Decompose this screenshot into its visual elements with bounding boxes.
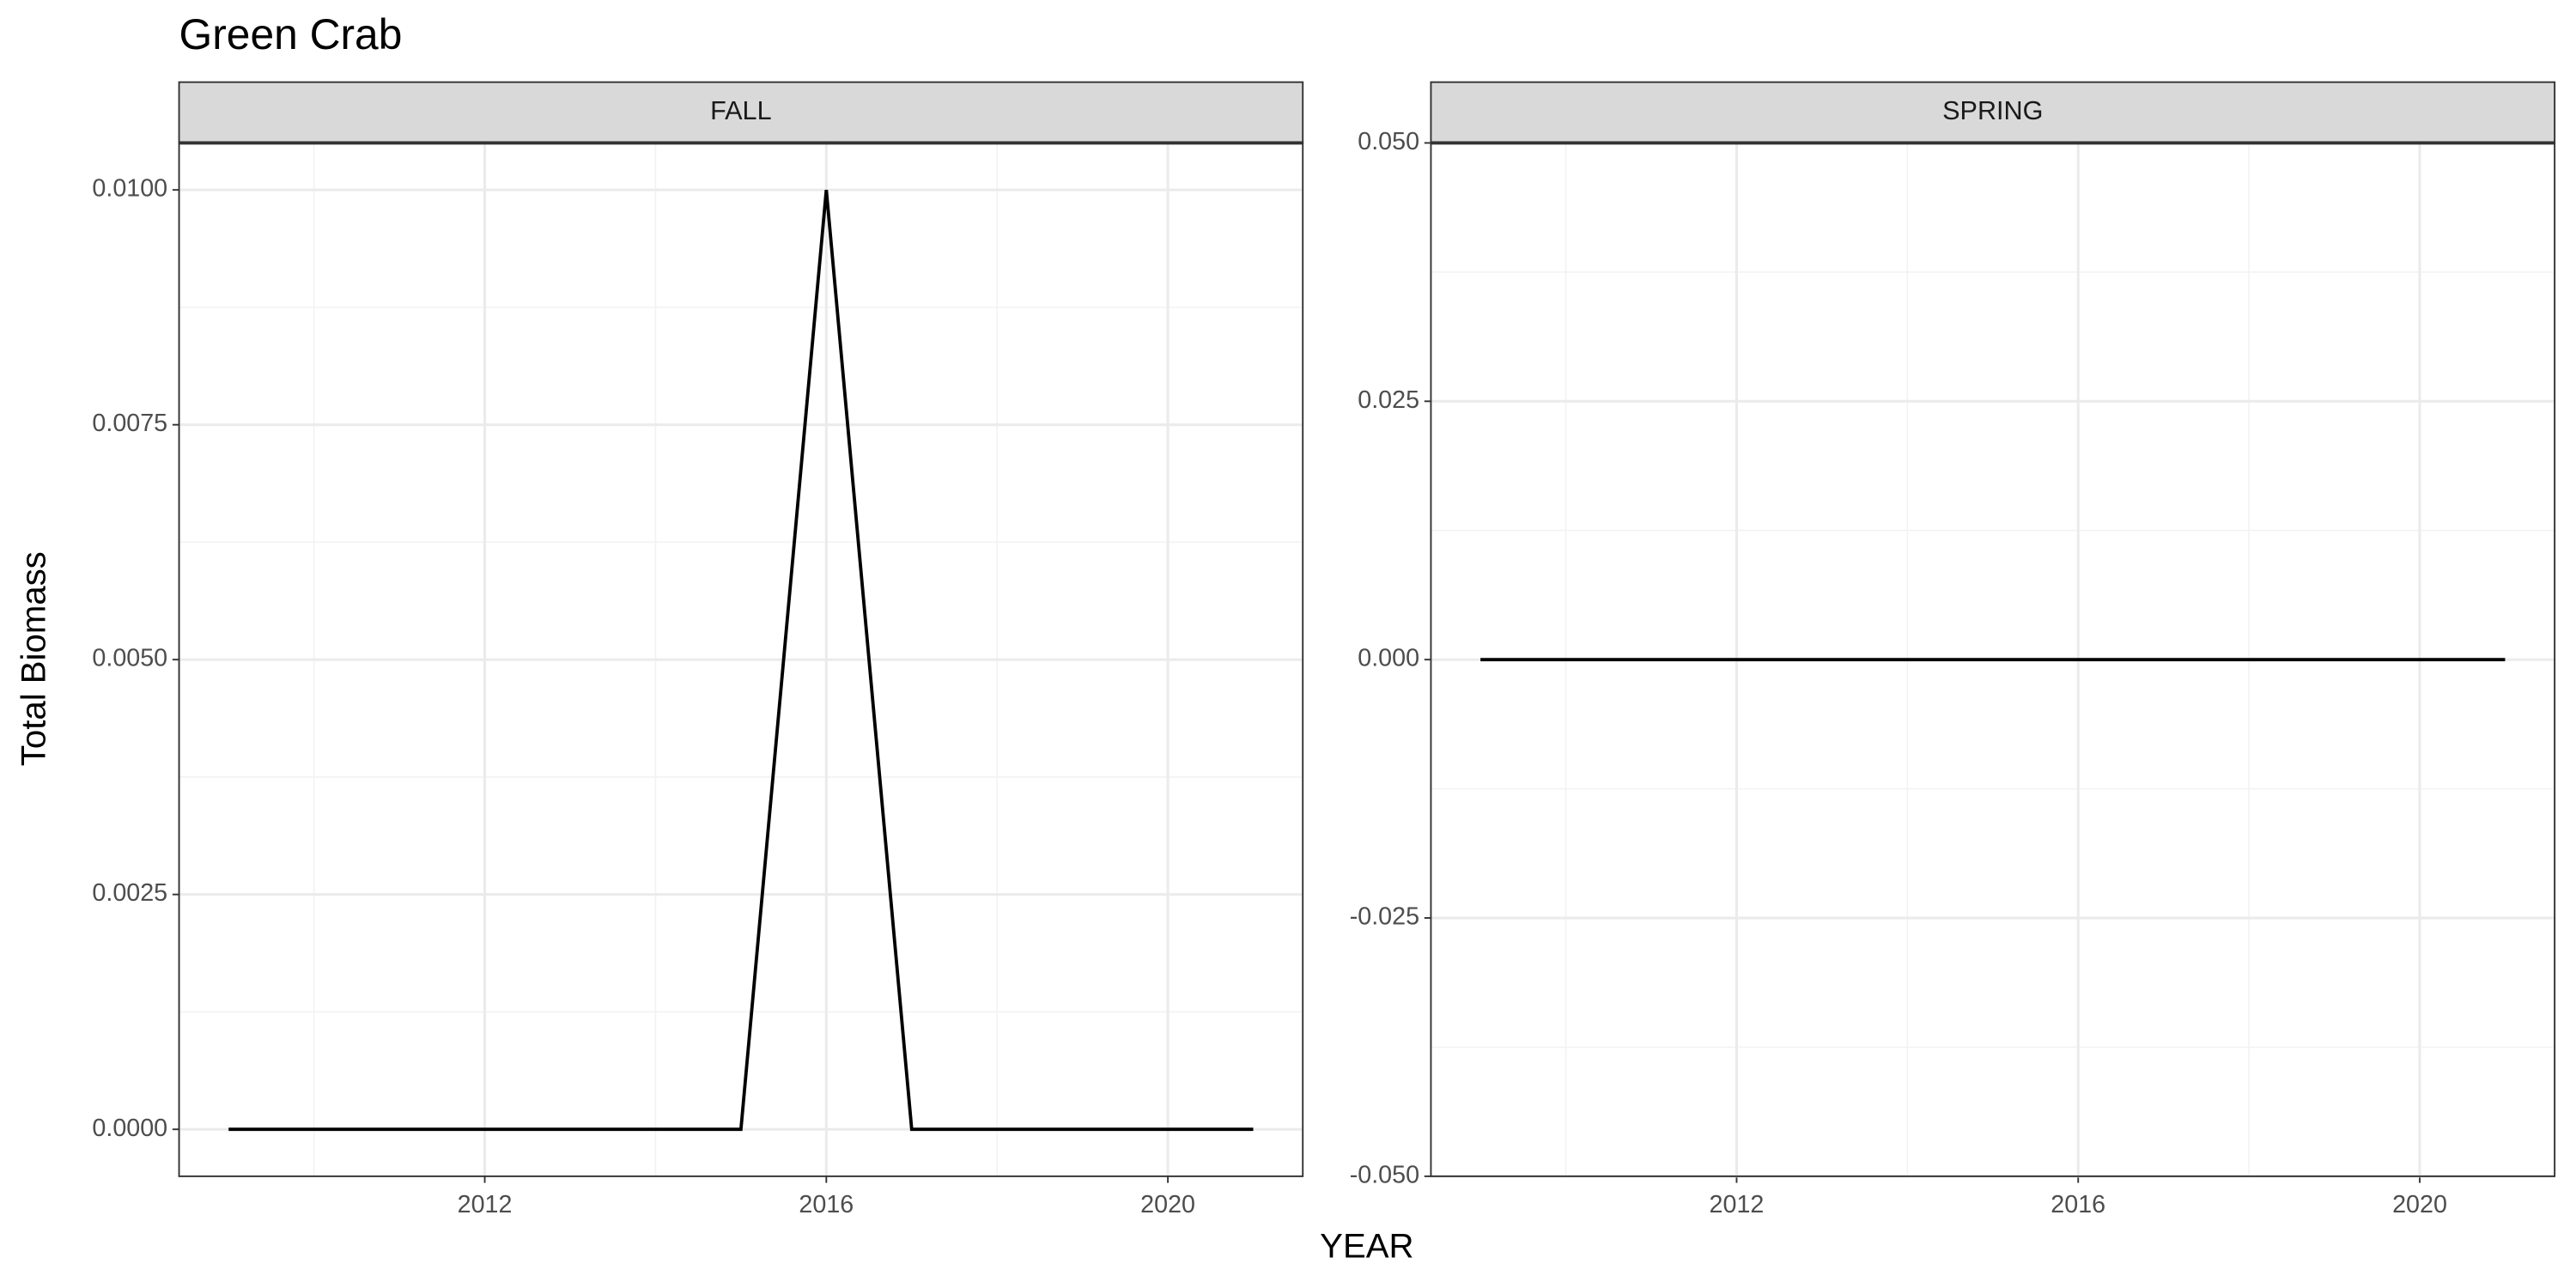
x-tick-label: 2012 xyxy=(458,1191,513,1218)
x-tick-label: 2020 xyxy=(1140,1191,1195,1218)
x-axis-label: YEAR xyxy=(1320,1227,1413,1266)
y-tick-label: 0.0025 xyxy=(92,879,167,907)
y-tick-label: 0.0000 xyxy=(92,1115,167,1142)
y-tick-label: 0.0050 xyxy=(92,645,167,672)
y-axis-label: Total Biomass xyxy=(15,551,53,766)
y-tick-label: 0.0075 xyxy=(92,410,167,437)
strip-label: SPRING xyxy=(1942,96,2043,125)
y-tick-label: -0.050 xyxy=(1350,1161,1419,1188)
y-tick-label: 0.0100 xyxy=(92,175,167,203)
x-tick-label: 2012 xyxy=(1710,1191,1765,1218)
y-tick-label: 0.000 xyxy=(1358,645,1419,672)
x-tick-label: 2016 xyxy=(2050,1191,2105,1218)
data-line xyxy=(228,189,1254,1132)
y-tick-label: 0.050 xyxy=(1358,128,1419,155)
strip-label: FALL xyxy=(710,96,771,125)
y-tick-label: 0.025 xyxy=(1358,386,1419,414)
chart-title: Green Crab xyxy=(179,10,403,58)
strip xyxy=(1430,81,2556,144)
x-tick-label: 2016 xyxy=(799,1191,854,1218)
x-tick-label: 2020 xyxy=(2392,1191,2447,1218)
strip xyxy=(178,81,1304,144)
y-tick-label: -0.025 xyxy=(1350,903,1419,931)
